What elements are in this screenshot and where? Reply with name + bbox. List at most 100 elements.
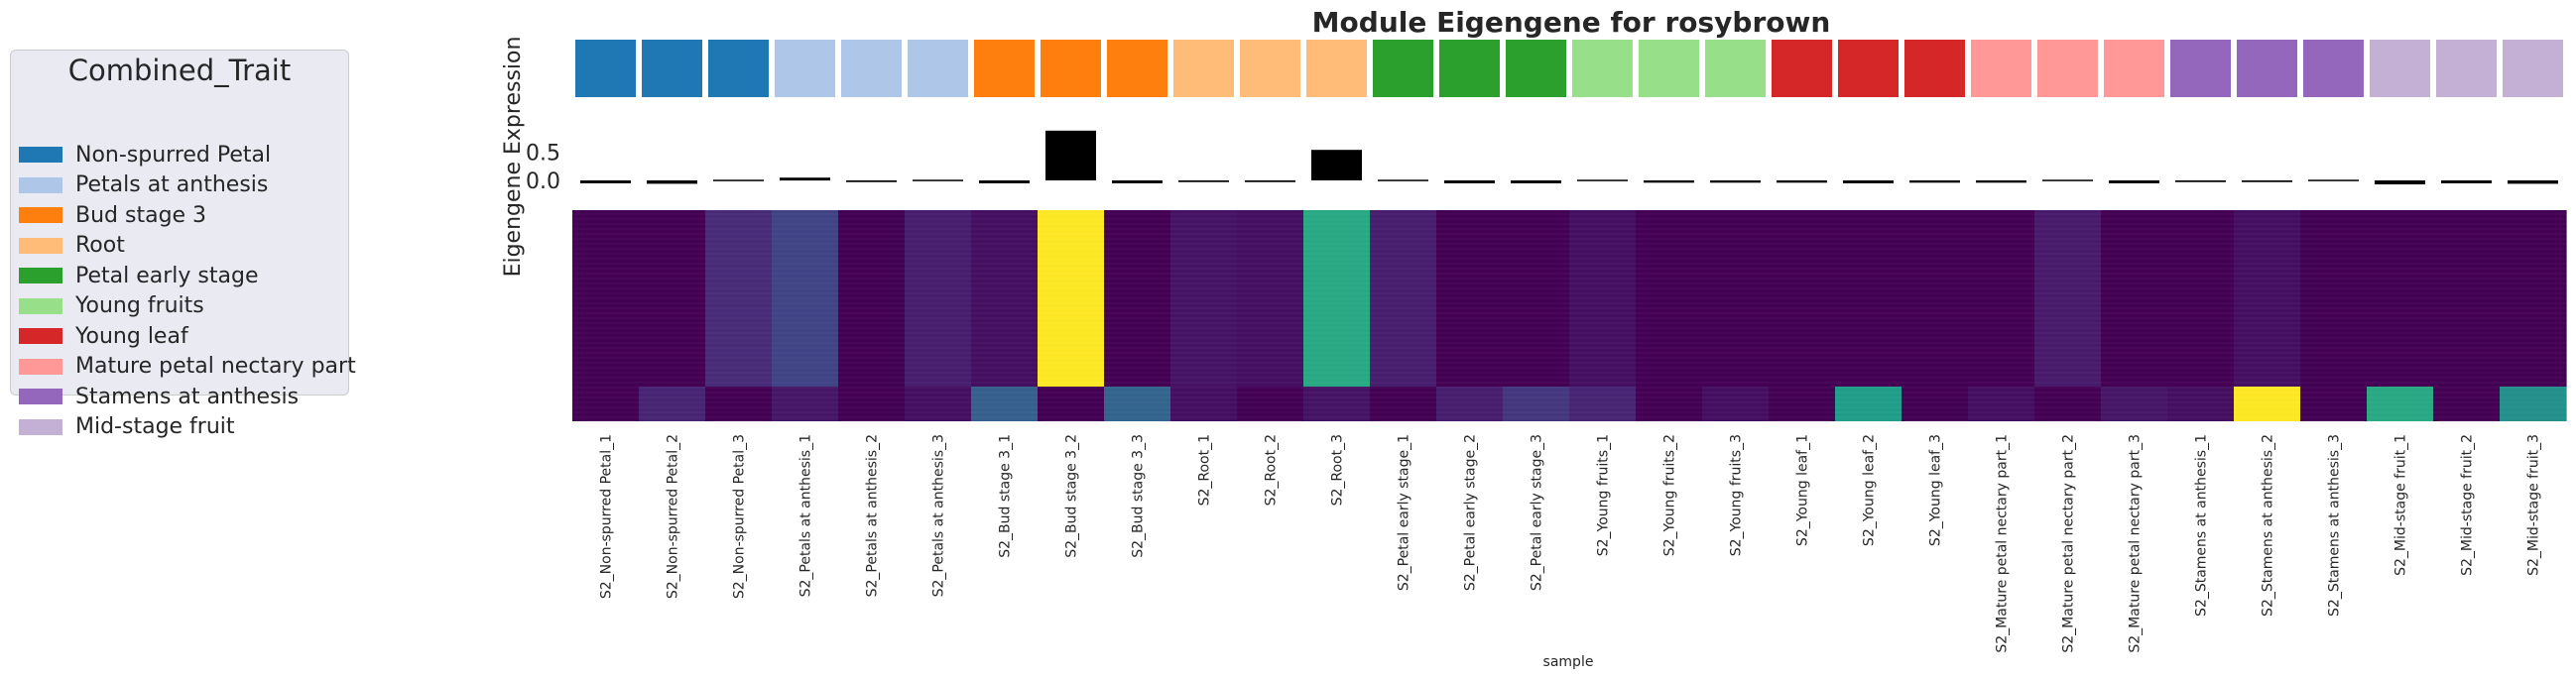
sample-tick-label: S2_Young fruits_1 — [1596, 434, 1612, 556]
sample-tick-label: S2_Young leaf_2 — [1862, 434, 1878, 546]
legend-item: Mid-stage fruit — [19, 412, 235, 442]
heatmap-cell-lower — [2234, 387, 2301, 421]
legend-label: Young fruits — [75, 293, 204, 318]
trait-strip-cell — [2170, 40, 2231, 97]
heatmap-cell-upper — [572, 210, 640, 387]
eigengene-ytick-label: 0.5 — [526, 142, 560, 167]
eigengene-bar — [1644, 180, 1694, 183]
trait-strip-cell — [2104, 40, 2164, 97]
trait-strip-cell — [2303, 40, 2364, 97]
eigengene-bar — [1843, 180, 1894, 183]
heatmap-cell-upper — [1636, 210, 1703, 387]
heatmap-cell-lower — [1503, 387, 1570, 421]
eigengene-ytick-label: 0.0 — [526, 170, 560, 194]
eigengene-bar — [913, 179, 963, 181]
heatmap-cell-upper — [2101, 210, 2168, 387]
legend-item: Stamens at anthesis — [19, 382, 299, 411]
eigengene-bar — [1045, 130, 1096, 180]
legend-label: Petals at anthesis — [75, 172, 269, 197]
chart-title: Module Eigengene for rosybrown — [1312, 6, 1831, 39]
heatmap-cell-upper — [1370, 210, 1437, 387]
sample-tick-label: S2_Young leaf_1 — [1795, 434, 1811, 546]
sample-tick-label: S2_Root_3 — [1330, 434, 1346, 506]
sample-tick-label: S2_Bud stage 3_3 — [1131, 434, 1147, 558]
heatmap-cell-lower — [971, 387, 1039, 421]
legend-label: Non-spurred Petal — [75, 142, 272, 168]
heatmap-cell-upper — [1901, 210, 1969, 387]
heatmap-cell-lower — [1170, 387, 1238, 421]
eigengene-bar — [1112, 180, 1163, 183]
eigengene-bar-panel: 0.00.5 — [526, 130, 2558, 194]
trait-strip-cell — [1772, 40, 1832, 97]
legend-item: Young leaf — [19, 321, 188, 351]
trait-strip-cell — [1838, 40, 1899, 97]
trait-strip-cell — [1173, 40, 1234, 97]
heatmap-cell-lower — [1569, 387, 1637, 421]
legend-swatch — [19, 328, 62, 344]
sample-tick-label: S2_Mature petal nectary part_1 — [1995, 434, 2011, 653]
heatmap-cell-lower — [1370, 387, 1437, 421]
heatmap-cell-upper — [1569, 210, 1637, 387]
legend-swatch — [19, 358, 62, 375]
sample-tick-label: S2_Young fruits_3 — [1729, 434, 1745, 556]
heatmap-cell-upper — [971, 210, 1039, 387]
eigengene-bar — [2375, 180, 2425, 184]
eigengene-bar — [2175, 180, 2226, 182]
heatmap-cell-lower — [838, 387, 906, 421]
heatmap-cell-lower — [1901, 387, 1969, 421]
heatmap-cell-lower — [1636, 387, 1703, 421]
sample-tick-label: S2_Petals at anthesis_3 — [931, 434, 947, 597]
legend-item: Petal early stage — [19, 261, 259, 290]
eigengene-bar — [713, 179, 764, 181]
heatmap-cell-upper — [1769, 210, 1836, 387]
trait-strip-cell — [2503, 40, 2563, 97]
heatmap-cell-lower — [705, 387, 773, 421]
heatmap-cell-upper — [838, 210, 906, 387]
heatmap-cell-upper — [639, 210, 706, 387]
sample-tick-labels: S2_Non-spurred Petal_1 S2_Non-spurred Pet… — [599, 434, 2542, 653]
heatmap-cell-upper — [1702, 210, 1770, 387]
heatmap-cell-upper — [705, 210, 773, 387]
heatmap-cell-lower — [2500, 387, 2567, 421]
heatmap-cell-lower — [572, 387, 640, 421]
heatmap-cell-upper — [2167, 210, 2235, 387]
sample-tick-label: S2_Stamens at anthesis_1 — [2194, 434, 2210, 617]
heatmap-cell-lower — [1436, 387, 1504, 421]
eigengene-bar — [647, 180, 697, 184]
legend-label: Bud stage 3 — [75, 202, 207, 228]
sample-tick-label: S2_Mid-stage fruit_1 — [2393, 434, 2409, 576]
legend-swatch — [19, 207, 62, 223]
eigengene-bar — [1178, 180, 1229, 182]
trait-strip-cell — [1041, 40, 1101, 97]
trait-strip-cell — [708, 40, 769, 97]
legend-swatch — [19, 237, 62, 254]
heatmap-cell-upper — [1038, 210, 1105, 387]
heatmap-cell-upper — [1968, 210, 2035, 387]
eigengene-bar — [1909, 180, 1960, 183]
sample-tick-label: S2_Petal early stage_1 — [1397, 434, 1412, 591]
heatmap-cell-lower — [2167, 387, 2235, 421]
sample-tick-label: S2_Mature petal nectary part_3 — [2128, 434, 2144, 653]
heatmap-cell-lower — [1104, 387, 1171, 421]
legend-item: Bud stage 3 — [19, 200, 206, 230]
heatmap-cell-lower — [905, 387, 972, 421]
heatmap-cell-upper — [2300, 210, 2368, 387]
heatmap-cell-lower — [1038, 387, 1105, 421]
sample-tick-label: S2_Petal early stage_2 — [1463, 434, 1479, 591]
heatmap-cell-lower — [1303, 387, 1371, 421]
heatmap-cell-upper — [1237, 210, 1304, 387]
eigengene-bar — [1245, 180, 1295, 182]
legend-label: Mid-stage fruit — [75, 414, 235, 439]
heatmap-cell-lower — [1237, 387, 1304, 421]
sample-tick-label: S2_Petal early stage_3 — [1530, 434, 1545, 591]
trait-strip-cell — [775, 40, 835, 97]
trait-strip-cell — [2370, 40, 2430, 97]
legend-item: Non-spurred Petal — [19, 140, 271, 170]
legend-item: Mature petal nectary part — [19, 352, 356, 382]
eigengene-bar — [2308, 179, 2359, 181]
heatmap-cell-lower — [772, 387, 839, 421]
sample-tick-label: S2_Root_1 — [1197, 434, 1213, 506]
sample-tick-label: S2_Young leaf_3 — [1928, 434, 1944, 546]
eigengene-bar — [1777, 180, 1827, 183]
heatmap-cell-upper — [1303, 210, 1371, 387]
